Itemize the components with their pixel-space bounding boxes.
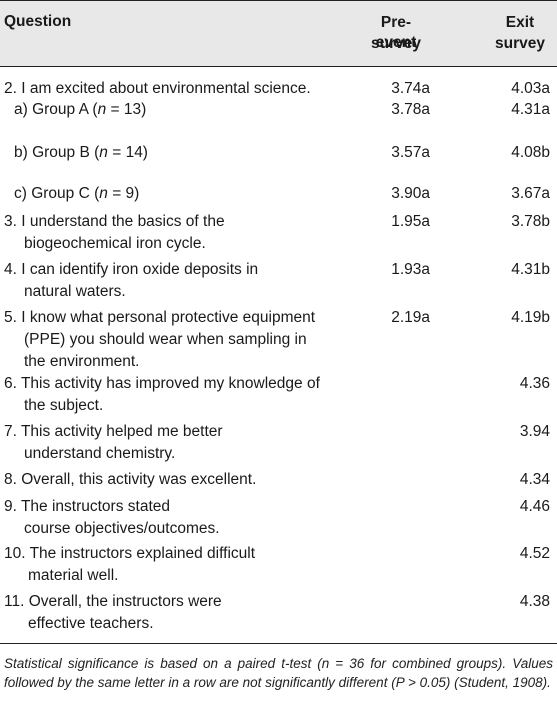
exit-value: 3.67a — [511, 185, 550, 202]
question-text: 9. The instructors stated — [4, 498, 170, 515]
question-text: the environment. — [24, 353, 140, 370]
exit-value: 4.52 — [519, 545, 550, 562]
exit-value: 3.94 — [519, 423, 550, 440]
exit-value: 4.08b — [511, 144, 550, 161]
pre-event-value: 1.93a — [391, 261, 430, 278]
exit-value: 4.38 — [519, 593, 550, 610]
header-question: Question — [4, 13, 72, 30]
pre-event-value: 2.19a — [391, 309, 430, 326]
question-text: biogeochemical iron cycle. — [24, 235, 206, 252]
exit-value: 4.36 — [519, 375, 550, 392]
pre-event-value: 3.78a — [391, 101, 430, 118]
question-text: the subject. — [24, 397, 104, 414]
pre-event-value: 1.95a — [391, 213, 430, 230]
exit-value: 3.78b — [511, 213, 550, 230]
question-text: 3. I understand the basics of the — [4, 213, 225, 230]
exit-value: 4.31a — [511, 101, 550, 118]
top-rule — [0, 0, 557, 1]
header-rule — [0, 66, 557, 67]
question-text: 2. I am excited about environmental scie… — [4, 80, 311, 97]
question-text: effective teachers. — [28, 615, 154, 632]
header-exit-line2: survey — [495, 35, 545, 52]
exit-value: 4.19b — [511, 309, 550, 326]
table-header: Question Pre-event survey Exit survey — [0, 0, 557, 66]
header-pre-event-line2: survey — [371, 35, 421, 52]
exit-value: 4.03a — [511, 80, 550, 97]
question-text: 10. The instructors explained difficult — [4, 545, 256, 562]
question-text: 5. I know what personal protective equip… — [4, 309, 316, 326]
question-text: 7. This activity helped me better — [4, 423, 223, 440]
exit-value: 4.31b — [511, 261, 550, 278]
question-text: 11. Overall, the instructors were — [4, 593, 222, 610]
pre-event-value: 3.90a — [391, 185, 430, 202]
header-exit-line1: Exit — [505, 14, 535, 31]
table-footnote: Statistical significance is based on a p… — [4, 656, 553, 690]
question-text: 6. This activity has improved my knowled… — [4, 375, 320, 392]
question-text: natural waters. — [24, 283, 126, 300]
bottom-rule — [0, 643, 557, 644]
question-text: b) Group B (n = 14) — [14, 144, 148, 161]
header-pre-event-line1: Pre-event — [375, 14, 417, 51]
exit-value: 4.46 — [519, 498, 550, 515]
question-text: course objectives/outcomes. — [24, 520, 220, 537]
question-text: 8. Overall, this activity was excellent. — [4, 471, 257, 488]
question-text: c) Group C (n = 9) — [14, 185, 140, 202]
question-text: 4. I can identify iron oxide deposits in — [4, 261, 259, 278]
question-text: a) Group A (n = 13) — [14, 101, 147, 118]
pre-event-value: 3.57a — [391, 144, 430, 161]
exit-value: 4.34 — [519, 471, 550, 488]
pre-event-value: 3.74a — [391, 80, 430, 97]
question-text: (PPE) you should wear when sampling in — [24, 331, 307, 348]
question-text: material well. — [28, 567, 119, 584]
question-text: understand chemistry. — [24, 445, 176, 462]
